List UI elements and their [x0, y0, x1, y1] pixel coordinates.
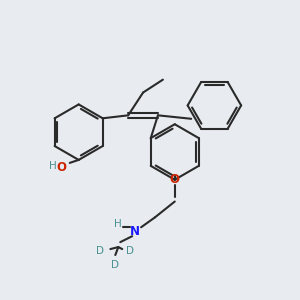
Text: H: H: [114, 219, 122, 229]
Text: O: O: [170, 173, 180, 186]
Text: O: O: [57, 161, 67, 174]
Text: D: D: [126, 246, 134, 256]
Text: H: H: [49, 161, 57, 171]
Text: D: D: [97, 246, 104, 256]
Text: N: N: [130, 225, 140, 238]
Text: D: D: [111, 260, 119, 270]
